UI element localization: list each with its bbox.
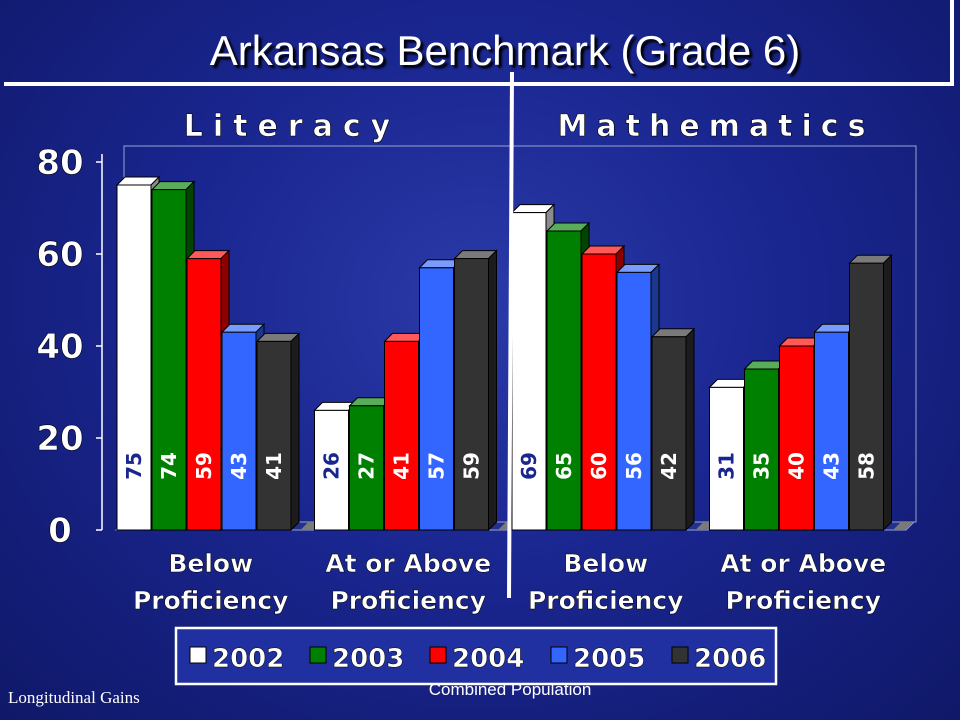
bar-2003 xyxy=(349,405,384,531)
y-tick-label: 60 xyxy=(36,235,83,275)
bar-2003 xyxy=(151,189,187,531)
bar-2006 xyxy=(849,262,884,531)
bar-2006 xyxy=(256,340,292,531)
bar-2005 xyxy=(419,267,454,531)
legend-swatch-2004 xyxy=(429,646,447,664)
data-label: 60 xyxy=(587,452,611,480)
legend-label: 2004 xyxy=(452,644,524,674)
data-label: 59 xyxy=(460,452,484,480)
data-label: 42 xyxy=(657,452,681,480)
panel-divider xyxy=(507,71,514,599)
x-category-label: At or Above xyxy=(720,549,886,578)
bar-2004 xyxy=(779,345,814,531)
bar-side-2006 xyxy=(290,332,300,532)
legend-label: 2003 xyxy=(332,644,404,674)
data-label: 58 xyxy=(855,452,879,480)
bar-2005 xyxy=(221,331,257,531)
data-label: 74 xyxy=(157,452,181,480)
data-label: 59 xyxy=(192,452,216,480)
y-tick-label: 0 xyxy=(48,511,72,551)
x-category-label: Proficiency xyxy=(133,586,289,615)
bar-2003 xyxy=(744,368,779,531)
y-tick-label: 20 xyxy=(36,419,83,459)
bar-2003 xyxy=(546,230,582,531)
x-category-label: Proficiency xyxy=(330,586,486,615)
data-label: 75 xyxy=(122,452,146,480)
legend-swatch-2006 xyxy=(671,646,689,664)
data-label: 40 xyxy=(785,452,809,480)
x-category-label: At or Above xyxy=(325,549,491,578)
title-frame xyxy=(4,0,954,86)
legend-swatch-2003 xyxy=(309,646,327,664)
x-category-label: Proficiency xyxy=(528,586,684,615)
bar-2002 xyxy=(314,409,349,531)
data-label: 31 xyxy=(715,452,739,480)
bar-side-2006 xyxy=(883,253,892,532)
data-label: 41 xyxy=(262,452,286,480)
bar-2006 xyxy=(454,258,489,531)
footer-left-label: Longitudinal Gains xyxy=(8,688,140,707)
panel-label-literacy: Literacy xyxy=(184,109,400,144)
x-category-label: Below xyxy=(563,549,648,578)
bar-2002 xyxy=(116,184,152,531)
legend-label: 2005 xyxy=(573,644,645,674)
data-label: 26 xyxy=(320,452,344,480)
bar-2005 xyxy=(814,331,849,531)
data-label: 27 xyxy=(355,452,379,480)
bar-2002 xyxy=(709,386,744,531)
floor-chip xyxy=(893,522,913,530)
legend-label: 2002 xyxy=(212,644,284,674)
y-tick-label: 80 xyxy=(36,143,83,183)
data-label: 56 xyxy=(622,452,646,480)
bar-2005 xyxy=(616,271,652,531)
data-label: 57 xyxy=(425,452,449,480)
x-category-label: Below xyxy=(168,549,253,578)
footer-center-label: Combined Population xyxy=(428,680,592,699)
bar-2004 xyxy=(581,253,617,531)
bar-side-2006 xyxy=(488,249,497,532)
bar-2002 xyxy=(511,212,547,531)
chart-title: Arkansas Benchmark (Grade 6) xyxy=(209,27,801,74)
bar-2004 xyxy=(384,340,419,531)
x-category-label: Proficiency xyxy=(725,586,881,615)
data-label: 35 xyxy=(750,452,774,480)
legend-swatch-2005 xyxy=(550,646,568,664)
bar-2006 xyxy=(651,336,687,531)
data-label: 41 xyxy=(390,452,414,480)
data-label: 69 xyxy=(517,452,541,480)
data-label: 43 xyxy=(820,452,844,480)
y-tick-label: 40 xyxy=(36,327,83,367)
data-label: 43 xyxy=(227,452,251,480)
data-label: 65 xyxy=(552,452,576,480)
panel-label-mathematics: Mathematics xyxy=(558,109,875,144)
legend-swatch-2002 xyxy=(189,646,207,664)
legend-label: 2006 xyxy=(694,644,766,674)
bar-2004 xyxy=(186,258,222,531)
bar-side-2006 xyxy=(685,327,695,532)
